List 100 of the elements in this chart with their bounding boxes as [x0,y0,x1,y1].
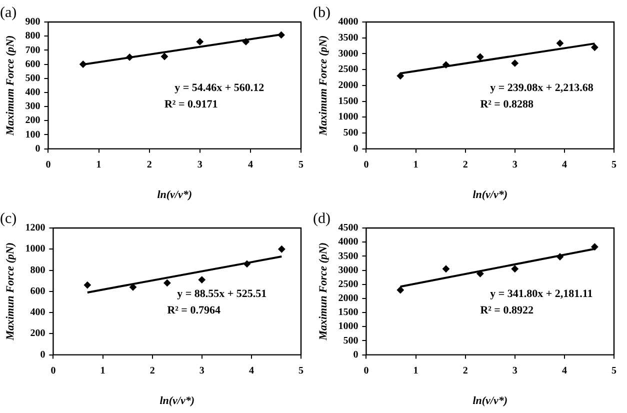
y-tick-label: 600 [25,58,40,70]
annotation: y = 239.08x + 2,213.68 [490,82,594,94]
point [396,72,404,80]
point [442,61,450,68]
x-tick-label: 4 [562,365,567,376]
x-tick-label: 0 [364,159,369,170]
x-tick-label: 5 [298,365,304,376]
point [243,260,250,268]
y-tick-label: 0 [353,349,358,360]
annotation: y = 54.46x + 560.12 [174,82,265,94]
point [196,38,204,46]
annotation: R² = 0.8288 [480,98,534,110]
x-tick-label: 2 [462,365,468,376]
x-tick-label: 3 [197,159,202,170]
x-axis-title: ln(v/v*) [160,395,195,408]
y-tick-label: 700 [25,44,40,56]
point [80,60,87,68]
point [160,53,168,60]
x-tick-label: 1 [96,159,102,170]
y-tick-label: 800 [25,30,40,42]
y-tick-label: 2000 [338,80,358,91]
x-axis-title: ln(v/v*) [472,189,508,202]
x-tick-label: 4 [248,365,254,376]
chart-title: (d) [313,210,330,227]
point [278,246,286,253]
x-tick-label: 5 [612,159,616,170]
x-tick-label: 3 [512,365,518,376]
x-tick-label: 2 [462,159,468,170]
y-tick-label: 800 [30,264,46,276]
point [511,265,518,272]
point [129,284,136,291]
x-tick-label: 4 [248,159,253,170]
y-tick-label: 600 [30,286,46,297]
x-tick-label: 4 [562,159,567,170]
y-tick-label: 400 [25,87,40,98]
point [442,265,450,272]
y-tick-label: 2500 [338,278,358,290]
point [591,44,598,51]
chart-title: (c) [0,210,17,227]
y-tick-label: 100 [25,129,40,140]
y-axis-title: Maximun Force (pN) [317,242,330,342]
y-tick-label: 0 [353,143,358,154]
annotation: R² = 0.8922 [480,304,534,316]
x-tick-label: 5 [612,365,616,376]
y-tick-label: 500 [343,335,358,346]
y-tick-label: 3500 [338,32,358,44]
y-tick-label: 0 [40,349,46,360]
x-tick-label: 2 [150,365,155,376]
x-tick-label: 1 [413,159,418,170]
y-tick-label: 1500 [338,96,358,107]
y-tick-label: 3000 [338,48,358,60]
x-axis-title: ln(v/v*) [472,395,508,408]
x-tick-label: 2 [146,159,152,170]
x-tick-label: 0 [50,365,56,376]
point [556,253,564,260]
y-tick-label: 4500 [338,222,358,234]
y-tick-label: 900 [25,16,40,28]
y-tick-label: 0 [35,143,40,154]
annotation: y = 341.80x + 2,181.11 [490,288,593,300]
x-axis-title: ln(v/v*) [157,189,192,202]
y-tick-label: 1500 [338,307,358,318]
point [511,60,518,67]
point [556,40,564,47]
y-tick-label: 1000 [25,244,46,255]
y-tick-label: 400 [30,307,46,318]
chart-title: (b) [313,4,330,21]
point [476,53,484,60]
annotation: R² = 0.7964 [167,304,221,316]
y-tick-label: 500 [343,128,358,139]
y-tick-label: 2500 [338,64,358,76]
x-tick-label: 0 [364,365,369,376]
y-tick-label: 4000 [338,16,358,28]
y-axis-title: Maximun Force (pN) [4,242,16,342]
y-tick-label: 4000 [338,236,358,248]
y-tick-label: 200 [30,328,46,340]
chart-title: (a) [0,4,17,21]
x-tick-label: 5 [298,159,304,170]
y-tick-label: 1000 [338,321,358,332]
y-tick-label: 3500 [338,250,358,262]
point [278,31,285,38]
y-tick-label: 200 [25,115,40,126]
x-tick-label: 3 [512,159,518,170]
y-tick-label: 300 [25,101,40,112]
y-tick-label: 2000 [338,293,358,304]
point [476,270,484,278]
point [396,286,404,294]
point [126,54,134,61]
point [84,282,91,289]
y-axis-title: Maximum Force (pN) [4,35,16,137]
y-tick-label: 500 [25,72,40,84]
annotation: R² = 0.9171 [164,98,218,110]
y-tick-label: 1000 [338,112,358,123]
y-tick-label: 1200 [25,222,46,234]
point [164,279,171,286]
point [242,38,250,46]
point [591,243,598,250]
x-tick-label: 1 [100,365,106,376]
x-tick-label: 1 [413,365,418,376]
point [198,276,206,284]
y-axis-title: Maximum Force (pN) [317,35,330,137]
